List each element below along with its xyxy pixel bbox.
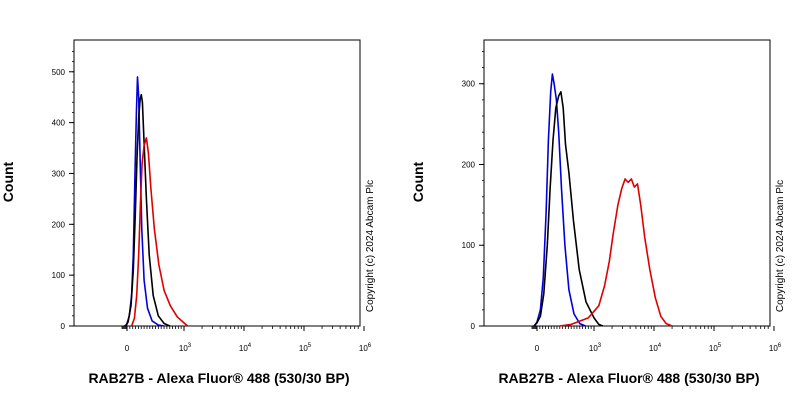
x-axis-title: RAB27B - Alexa Fluor® 488 (530/30 BP) bbox=[498, 370, 759, 386]
histogram-panel-left: 0 100 200 300 400 500 0 103 104 105 106 Count RAB2… bbox=[0, 39, 376, 386]
y-tick-label: 100 bbox=[462, 241, 476, 250]
y-axis-title: Count bbox=[410, 161, 426, 202]
plot-area-frame bbox=[73, 39, 361, 327]
y-axis-title: Count bbox=[0, 161, 16, 202]
x-tick-label: 0 bbox=[125, 344, 130, 353]
y-tick-label: 200 bbox=[462, 160, 476, 169]
x-tick-label: 105 bbox=[299, 343, 312, 353]
histogram-line bbox=[124, 76, 165, 327]
x-tick-label: 105 bbox=[709, 343, 722, 353]
y-tick-label: 400 bbox=[52, 119, 66, 128]
histogram-line bbox=[130, 137, 189, 327]
histogram-line bbox=[533, 73, 586, 327]
copyright-text: Copyright (c) 2024 Abcam Plc bbox=[365, 180, 376, 312]
y-tick-label: 0 bbox=[471, 322, 476, 331]
x-tick-label: 104 bbox=[649, 343, 662, 353]
x-axis-title: RAB27B - Alexa Fluor® 488 (530/30 BP) bbox=[88, 370, 349, 386]
y-tick-label: 200 bbox=[52, 220, 66, 229]
x-tick-label: 106 bbox=[769, 343, 782, 353]
y-tick-label: 100 bbox=[52, 271, 66, 280]
x-tick-label: 103 bbox=[589, 343, 602, 353]
y-tick-label: 300 bbox=[52, 169, 66, 178]
x-tick-label: 104 bbox=[239, 343, 252, 353]
histogram-line bbox=[559, 178, 673, 327]
copyright-text: Copyright (c) 2024 Abcam Plc bbox=[775, 180, 786, 312]
axis-ticks: 0 100 200 300 0 103 104 105 106 bbox=[462, 51, 782, 353]
histogram-line bbox=[124, 93, 171, 327]
histogram-curves bbox=[533, 73, 673, 327]
x-tick-label: 103 bbox=[179, 343, 192, 353]
histogram-line bbox=[533, 91, 604, 327]
histogram-panel-right: 0 100 200 300 0 103 104 105 106 Count RAB27B - A… bbox=[410, 39, 786, 386]
y-tick-label: 0 bbox=[61, 322, 66, 331]
plot-area-frame bbox=[483, 39, 771, 327]
y-tick-label: 500 bbox=[52, 68, 66, 77]
x-tick-label: 106 bbox=[359, 343, 372, 353]
x-tick-label: 0 bbox=[535, 344, 540, 353]
axis-ticks: 0 100 200 300 400 500 0 103 104 105 106 bbox=[52, 51, 372, 353]
histogram-curves bbox=[124, 76, 189, 327]
y-tick-label: 300 bbox=[462, 80, 476, 89]
